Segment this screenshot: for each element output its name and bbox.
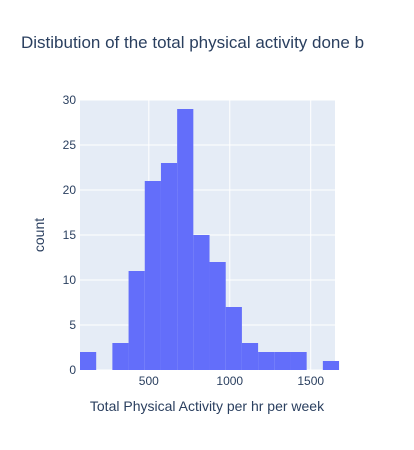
x-axis-label: Total Physical Activity per hr per week: [90, 398, 325, 414]
x-tick-label: 1000: [216, 374, 243, 388]
histogram-bar: [290, 352, 307, 370]
histogram-bar: [241, 343, 259, 370]
histogram-bar: [209, 262, 226, 370]
y-tick-label: 10: [63, 273, 77, 287]
chart-title: Distibution of the total physical activi…: [21, 33, 365, 52]
y-tick-label: 25: [63, 138, 77, 152]
histogram-bar: [112, 343, 129, 370]
histogram-bar: [258, 352, 275, 370]
y-tick-label: 30: [63, 93, 77, 107]
y-tick-label: 15: [63, 228, 77, 242]
tick-labels: 0 5 10 15 20 25 30 500 1000 1500: [63, 93, 325, 388]
y-tick-label: 0: [69, 363, 76, 377]
histogram-bar: [322, 361, 340, 370]
histogram-bar: [144, 181, 161, 370]
y-tick-label: 20: [63, 183, 77, 197]
y-axis-label: count: [31, 218, 47, 252]
histogram-bar: [128, 271, 145, 370]
histogram-bar: [193, 235, 210, 370]
histogram-bar: [177, 109, 194, 370]
histogram-bar: [160, 163, 178, 370]
histogram-bar: [225, 307, 242, 370]
y-tick-label: 5: [69, 318, 76, 332]
x-tick-label: 500: [139, 374, 159, 388]
histogram-bar: [80, 352, 97, 370]
histogram-bar: [274, 352, 291, 370]
bars: [80, 109, 340, 370]
x-tick-label: 1500: [297, 374, 324, 388]
